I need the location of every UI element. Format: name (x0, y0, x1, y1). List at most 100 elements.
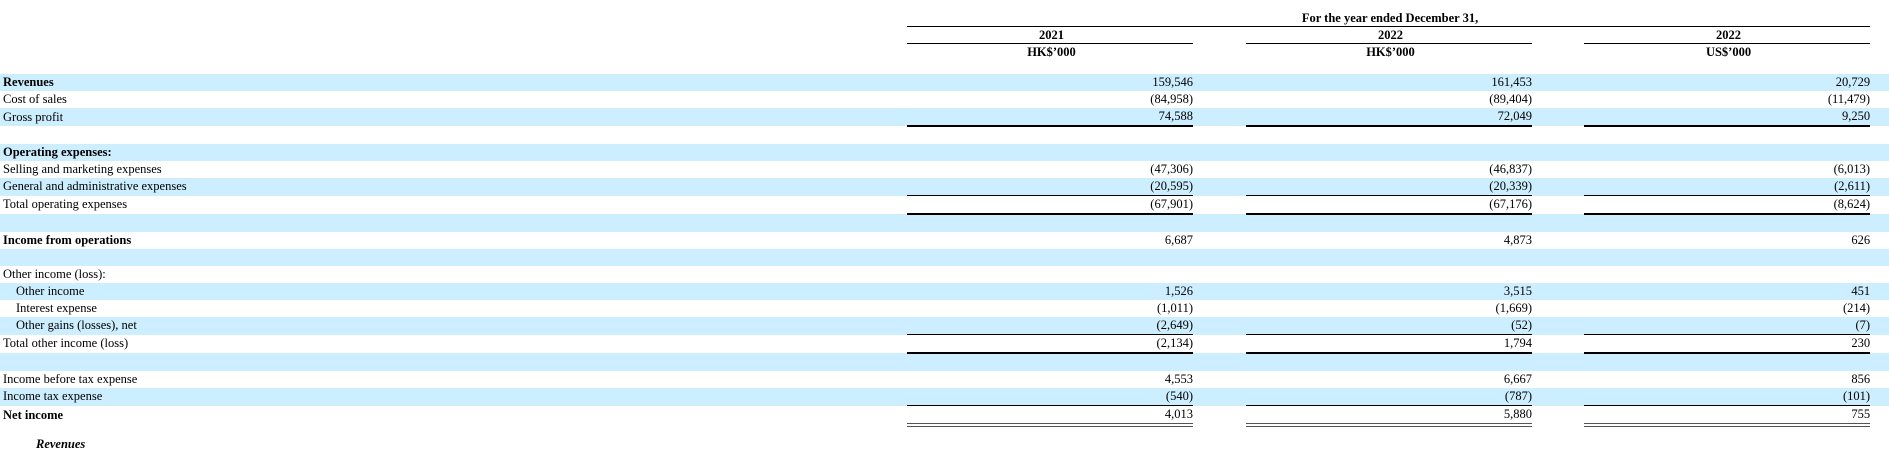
gap (1193, 283, 1246, 300)
row-label: Total operating expenses (3, 197, 128, 212)
gap (1532, 300, 1584, 317)
period: For the year ended December 31, (907, 10, 1871, 27)
gap (1532, 406, 1584, 426)
gap (1532, 266, 1584, 283)
row-label: Income from operations (3, 233, 132, 247)
value-cell: (52) (1246, 317, 1532, 335)
row: Net income 4,013 5,880 755 (0, 405, 1889, 427)
value-cell: 755 (1584, 405, 1871, 427)
value-cell (1246, 266, 1532, 283)
page: For the year ended December 31, 2021 2022… (0, 10, 1889, 473)
value-cell: 1,526 (907, 283, 1193, 300)
gap (1870, 406, 1889, 426)
value-cell: 4,013 (907, 405, 1193, 427)
gap (1193, 161, 1246, 178)
gap (1193, 108, 1246, 126)
gap (1532, 74, 1584, 91)
unit: HK$’000 (1027, 45, 1076, 59)
gap (1193, 388, 1246, 406)
value-cell: 9,250 (1584, 108, 1871, 127)
value-cell: (2,134) (907, 334, 1193, 354)
gap (1870, 108, 1889, 126)
row: Income from operations 6,687 4,873 626 (0, 232, 1889, 249)
value-cell: 230 (1584, 334, 1871, 354)
gap (1870, 91, 1889, 108)
gap (1870, 388, 1889, 406)
gap (1870, 283, 1889, 300)
gap (1532, 283, 1584, 300)
value-cell: (1,011) (1157, 301, 1193, 315)
gap (1870, 371, 1889, 388)
gap (1870, 266, 1889, 283)
gap (1870, 144, 1889, 161)
row-label: General and administrative expenses (0, 178, 907, 196)
gap (1193, 91, 1246, 108)
blank-cell (0, 249, 1889, 266)
value-cell: 451 (1584, 283, 1871, 300)
row (0, 249, 1889, 266)
row-label: Income tax expense (0, 388, 907, 406)
gap (1193, 406, 1246, 426)
row: Other income 1,526 3,515 451 (0, 283, 1889, 300)
gap (1193, 144, 1246, 161)
value-cell: (89,404) (1489, 92, 1532, 106)
value-cell: (8,624) (1584, 195, 1871, 215)
value-cell: (47,306) (1150, 162, 1193, 176)
value-cell: (540) (907, 388, 1193, 406)
gap (1870, 161, 1889, 178)
row-label: Other income (loss): (3, 267, 106, 281)
row: Income tax expense (540) (787) (101) (0, 388, 1889, 406)
row-label: Selling and marketing expenses (3, 162, 162, 176)
value-cell: (1,669) (1495, 301, 1532, 315)
row: Selling and marketing expenses (47,306) (4… (0, 161, 1889, 178)
value-cell: 3,515 (1246, 283, 1532, 300)
value-cell: 20,729 (1584, 74, 1871, 91)
gap (1532, 371, 1584, 388)
gap (1532, 335, 1584, 354)
value-cell (1584, 266, 1870, 283)
value-cell: 856 (1851, 372, 1871, 386)
value-cell: (20,339) (1246, 178, 1532, 196)
row (0, 126, 1889, 144)
gap (1532, 388, 1584, 406)
value-cell: (214) (1842, 301, 1871, 315)
value-cell: (67,901) (907, 195, 1193, 215)
gap (1532, 91, 1584, 108)
row-label: Income before tax expense (3, 372, 138, 386)
gap (1532, 196, 1584, 215)
gap (1870, 74, 1889, 91)
row: Revenues 159,546 161,453 20,729 (0, 74, 1889, 91)
gap (1193, 317, 1246, 335)
row (0, 353, 1889, 371)
value-cell: (101) (1584, 388, 1871, 406)
value-cell (907, 266, 1193, 283)
gap (1532, 232, 1584, 249)
gap (1193, 178, 1246, 196)
value-cell: (7) (1584, 317, 1871, 335)
row-label: Other gains (losses), net (0, 317, 907, 335)
gap (1532, 178, 1584, 196)
row: Operating expenses: (0, 144, 1889, 161)
blank-cell (0, 353, 1889, 371)
value-cell: 1,794 (1246, 334, 1532, 354)
row (0, 214, 1889, 232)
header-row: HK$’000 HK$’000 US$’000 (0, 44, 1889, 61)
row-label: Interest expense (16, 301, 97, 315)
value-cell (1246, 144, 1532, 161)
value-cell: (20,595) (907, 178, 1193, 196)
row: Total operating expenses (67,901) (67,176)… (0, 195, 1889, 215)
value-cell: 6,687 (1164, 233, 1193, 247)
value-cell: (2,649) (907, 317, 1193, 335)
value-cell: (2,611) (1584, 178, 1871, 196)
year: 2022 (1584, 26, 1871, 44)
gap (1870, 178, 1889, 196)
blank-cell (0, 214, 1889, 232)
year: 2022 (1246, 26, 1532, 44)
value-cell: 6,667 (1503, 372, 1532, 386)
unit: HK$’000 (1366, 45, 1415, 59)
gap (1870, 196, 1889, 215)
row-label: Revenues (0, 74, 907, 91)
row-label: Net income (3, 407, 64, 422)
value-cell: (6,013) (1833, 162, 1871, 176)
value-cell: (84,958) (1150, 92, 1193, 106)
